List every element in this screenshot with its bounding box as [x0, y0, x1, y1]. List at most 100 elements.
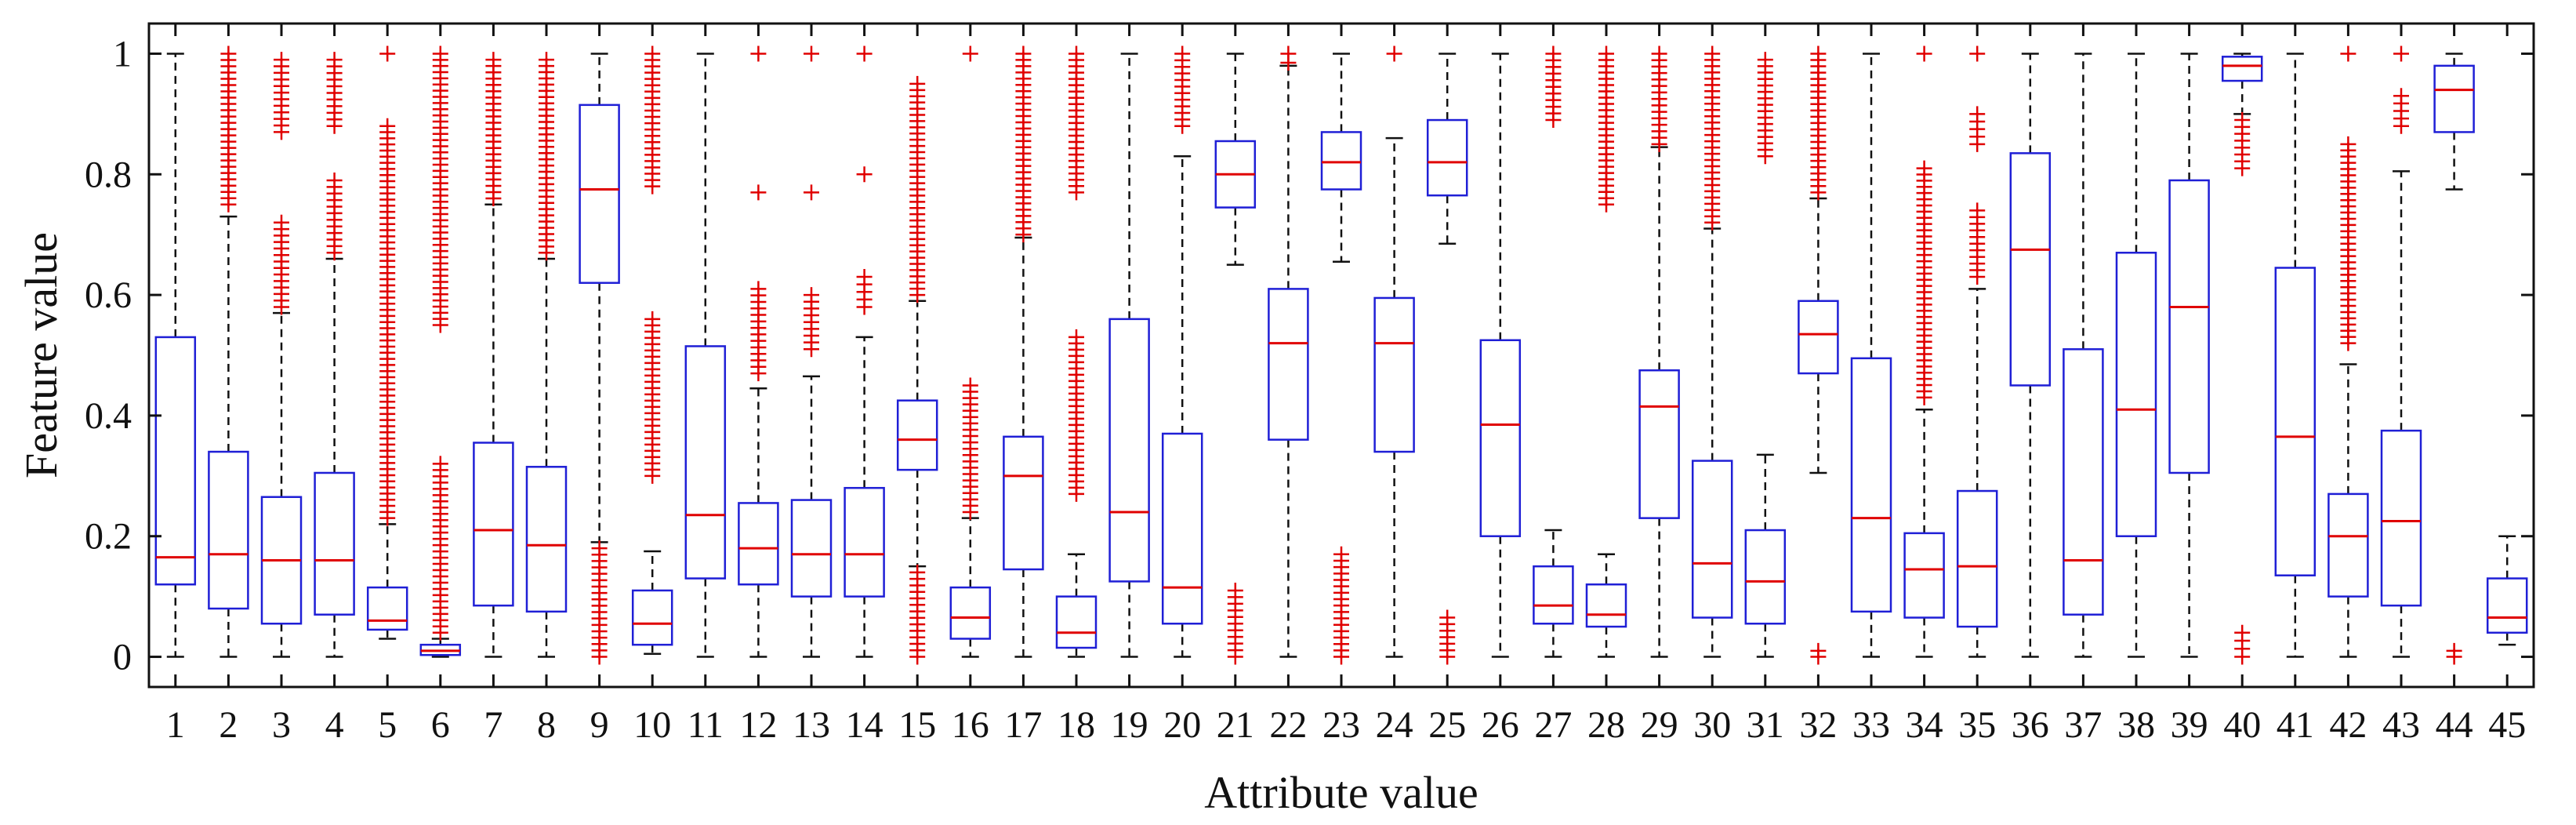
- x-tick-label: 5: [378, 704, 397, 746]
- box-iqr: [738, 502, 779, 586]
- outliers: [2340, 45, 2356, 351]
- box-group-29: [1638, 45, 1680, 658]
- box-group-6: [419, 45, 462, 658]
- box-group-45: [2486, 535, 2528, 646]
- outlier-marker: [274, 52, 289, 68]
- box-iqr: [2063, 348, 2104, 616]
- box-group-4: [314, 52, 355, 658]
- box-iqr: [1003, 435, 1044, 571]
- outlier-marker: [962, 377, 978, 394]
- x-tick-label: 34: [1906, 704, 1943, 746]
- outliers: [1015, 45, 1032, 243]
- x-tick-label: 23: [1322, 704, 1360, 746]
- x-tick-label: 25: [1428, 704, 1466, 746]
- outliers: [804, 45, 819, 358]
- box-iqr: [366, 586, 408, 631]
- box-group-25: [1426, 53, 1468, 665]
- outlier-marker: [856, 269, 873, 285]
- outlier-marker: [326, 172, 343, 188]
- outliers: [326, 52, 343, 261]
- y-tick-label: 1: [113, 33, 132, 75]
- outliers: [1227, 582, 1243, 665]
- box-iqr: [1585, 583, 1627, 628]
- x-tick-label: 17: [1004, 704, 1042, 746]
- outliers: [1386, 45, 1402, 62]
- x-tick-label: 2: [219, 704, 238, 746]
- box-iqr: [1691, 460, 1733, 619]
- x-tick-label: 29: [1641, 704, 1678, 746]
- box-group-42: [2327, 45, 2369, 658]
- box-iqr: [2486, 577, 2528, 634]
- outliers: [1916, 45, 1932, 405]
- box-iqr: [579, 104, 620, 284]
- box-group-5: [366, 45, 408, 640]
- box-iqr: [1533, 565, 1574, 625]
- box-iqr: [473, 442, 514, 607]
- outlier-marker: [644, 311, 661, 327]
- outlier-marker: [909, 564, 926, 580]
- y-tick-label: 0.4: [85, 395, 132, 437]
- outliers: [485, 52, 502, 207]
- outlier-marker: [2340, 136, 2356, 152]
- outlier-marker: [2446, 642, 2462, 659]
- x-tick-label: 41: [2277, 704, 2314, 746]
- outliers: [591, 540, 608, 665]
- box-group-7: [473, 52, 514, 658]
- outlier-marker: [432, 456, 448, 472]
- outlier-marker: [750, 281, 767, 297]
- x-tick-label: 10: [633, 704, 671, 746]
- box-iqr: [2380, 429, 2422, 607]
- box-iqr: [2115, 252, 2157, 537]
- box-group-10: [631, 45, 673, 655]
- outlier-marker: [909, 75, 926, 92]
- box-iqr: [684, 345, 727, 580]
- outlier-marker: [804, 184, 819, 201]
- outlier-marker: [1598, 45, 1614, 62]
- x-tick-label: 20: [1163, 704, 1201, 746]
- outliers: [432, 45, 448, 641]
- x-tick-label: 31: [1747, 704, 1784, 746]
- outlier-marker: [2393, 88, 2409, 104]
- outlier-marker: [1916, 160, 1932, 176]
- x-tick-label: 9: [590, 704, 609, 746]
- outlier-marker: [856, 45, 873, 62]
- box-group-20: [1161, 45, 1203, 658]
- box-group-1: [154, 53, 197, 658]
- outlier-marker: [2393, 45, 2409, 62]
- outlier-marker: [2340, 45, 2356, 62]
- axis-ticks: 00.20.40.60.811 2 3 4 5 6 7 8 9 10 11 12 13 14 15 16 17 1…: [85, 24, 2534, 746]
- chart-marks: [154, 45, 2528, 665]
- box-group-38: [2115, 53, 2157, 658]
- outliers: [1598, 45, 1614, 213]
- y-tick-label: 0.8: [85, 154, 132, 195]
- x-tick-label: 32: [1799, 704, 1837, 746]
- box-iqr: [154, 336, 197, 586]
- outlier-marker: [962, 45, 978, 62]
- x-tick-label: 33: [1852, 704, 1890, 746]
- outlier-marker: [1068, 329, 1084, 345]
- box-group-17: [1003, 45, 1044, 658]
- box-iqr: [896, 399, 938, 471]
- box-iqr: [2009, 152, 2052, 387]
- outlier-marker: [220, 45, 237, 62]
- box-group-30: [1691, 45, 1733, 658]
- outlier-marker: [1810, 642, 1827, 659]
- box-group-23: [1320, 53, 1362, 665]
- x-tick-label: 18: [1058, 704, 1095, 746]
- y-tick-label: 0.6: [85, 274, 132, 316]
- x-tick-label: 15: [898, 704, 936, 746]
- box-group-15: [896, 75, 938, 665]
- box-iqr: [525, 466, 568, 613]
- outliers: [539, 52, 554, 261]
- box-group-31: [1744, 52, 1787, 658]
- box-iqr: [314, 471, 355, 616]
- outlier-marker: [1068, 45, 1084, 62]
- x-tick-label: 6: [431, 704, 450, 746]
- box-group-9: [579, 53, 620, 665]
- outliers: [1545, 45, 1562, 129]
- outlier-marker: [2234, 624, 2251, 641]
- box-group-35: [1956, 45, 1998, 658]
- box-group-24: [1373, 45, 1415, 658]
- box-group-11: [684, 53, 727, 658]
